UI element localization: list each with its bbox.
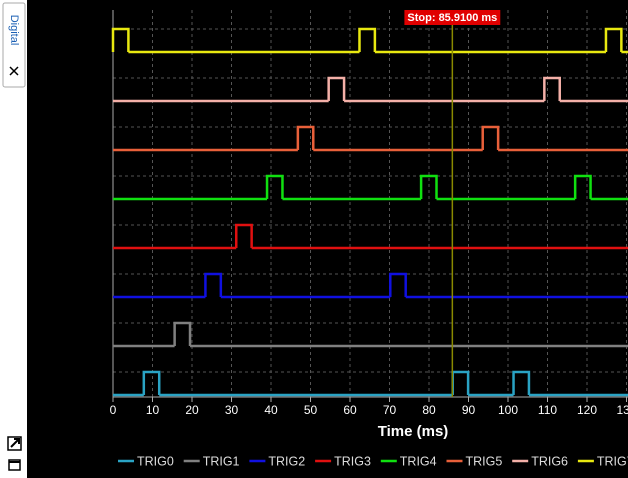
- x-tick-label: 80: [422, 403, 436, 417]
- x-tick-label: 60: [343, 403, 357, 417]
- x-tick-label: 70: [383, 403, 397, 417]
- x-tick-label: 90: [462, 403, 476, 417]
- legend-label: TRIG7: [597, 454, 628, 468]
- x-tick-label: 120: [577, 403, 597, 417]
- legend-label: TRIG1: [203, 454, 240, 468]
- trace: [113, 321, 628, 348]
- legend-label: TRIG3: [334, 454, 371, 468]
- popout-icon[interactable]: [7, 436, 22, 451]
- trace: [113, 370, 628, 397]
- legend-label: TRIG2: [268, 454, 305, 468]
- x-tick-label: 40: [264, 403, 278, 417]
- x-tick-label: 130: [616, 403, 628, 417]
- trace: [113, 174, 628, 201]
- pulse: [512, 370, 531, 395]
- cursor-label: Stop: 85.9100 ms: [407, 12, 497, 24]
- trace: [113, 76, 628, 103]
- close-icon[interactable]: [9, 66, 19, 76]
- legend-label: TRIG4: [400, 454, 437, 468]
- pulse: [389, 272, 407, 297]
- x-tick-label: 0: [110, 403, 117, 417]
- trace: [111, 27, 628, 54]
- x-tick-label: 10: [146, 403, 160, 417]
- tab-label: Digital: [8, 15, 20, 46]
- pulse: [142, 370, 161, 395]
- trace: [113, 125, 628, 152]
- x-tick-label: 30: [225, 403, 239, 417]
- cursor-label-box: [404, 10, 501, 25]
- pulse: [327, 76, 346, 101]
- legend-label: TRIG5: [466, 454, 503, 468]
- pulse: [419, 174, 438, 199]
- pulse: [451, 370, 470, 395]
- pulse: [111, 27, 130, 52]
- pulse: [543, 76, 561, 101]
- pulse: [604, 27, 623, 52]
- pulse: [296, 125, 315, 150]
- pulse: [173, 321, 192, 346]
- legend-label: TRIG6: [531, 454, 568, 468]
- x-tick-label: 20: [185, 403, 199, 417]
- x-axis-title: Time (ms): [378, 423, 449, 440]
- trace: [113, 223, 628, 250]
- pulse: [204, 272, 223, 297]
- pulse: [573, 174, 592, 199]
- pulse: [481, 125, 500, 150]
- legend-label: TRIG0: [137, 454, 174, 468]
- x-tick-label: 110: [538, 403, 557, 417]
- digital-tab[interactable]: [2, 2, 26, 88]
- pulse: [265, 174, 284, 199]
- pulse: [234, 223, 253, 248]
- trace: [113, 272, 628, 299]
- minimize-icon[interactable]: [8, 459, 21, 471]
- x-tick-label: 100: [498, 403, 518, 417]
- x-tick-label: 50: [304, 403, 318, 417]
- pulse: [358, 27, 377, 52]
